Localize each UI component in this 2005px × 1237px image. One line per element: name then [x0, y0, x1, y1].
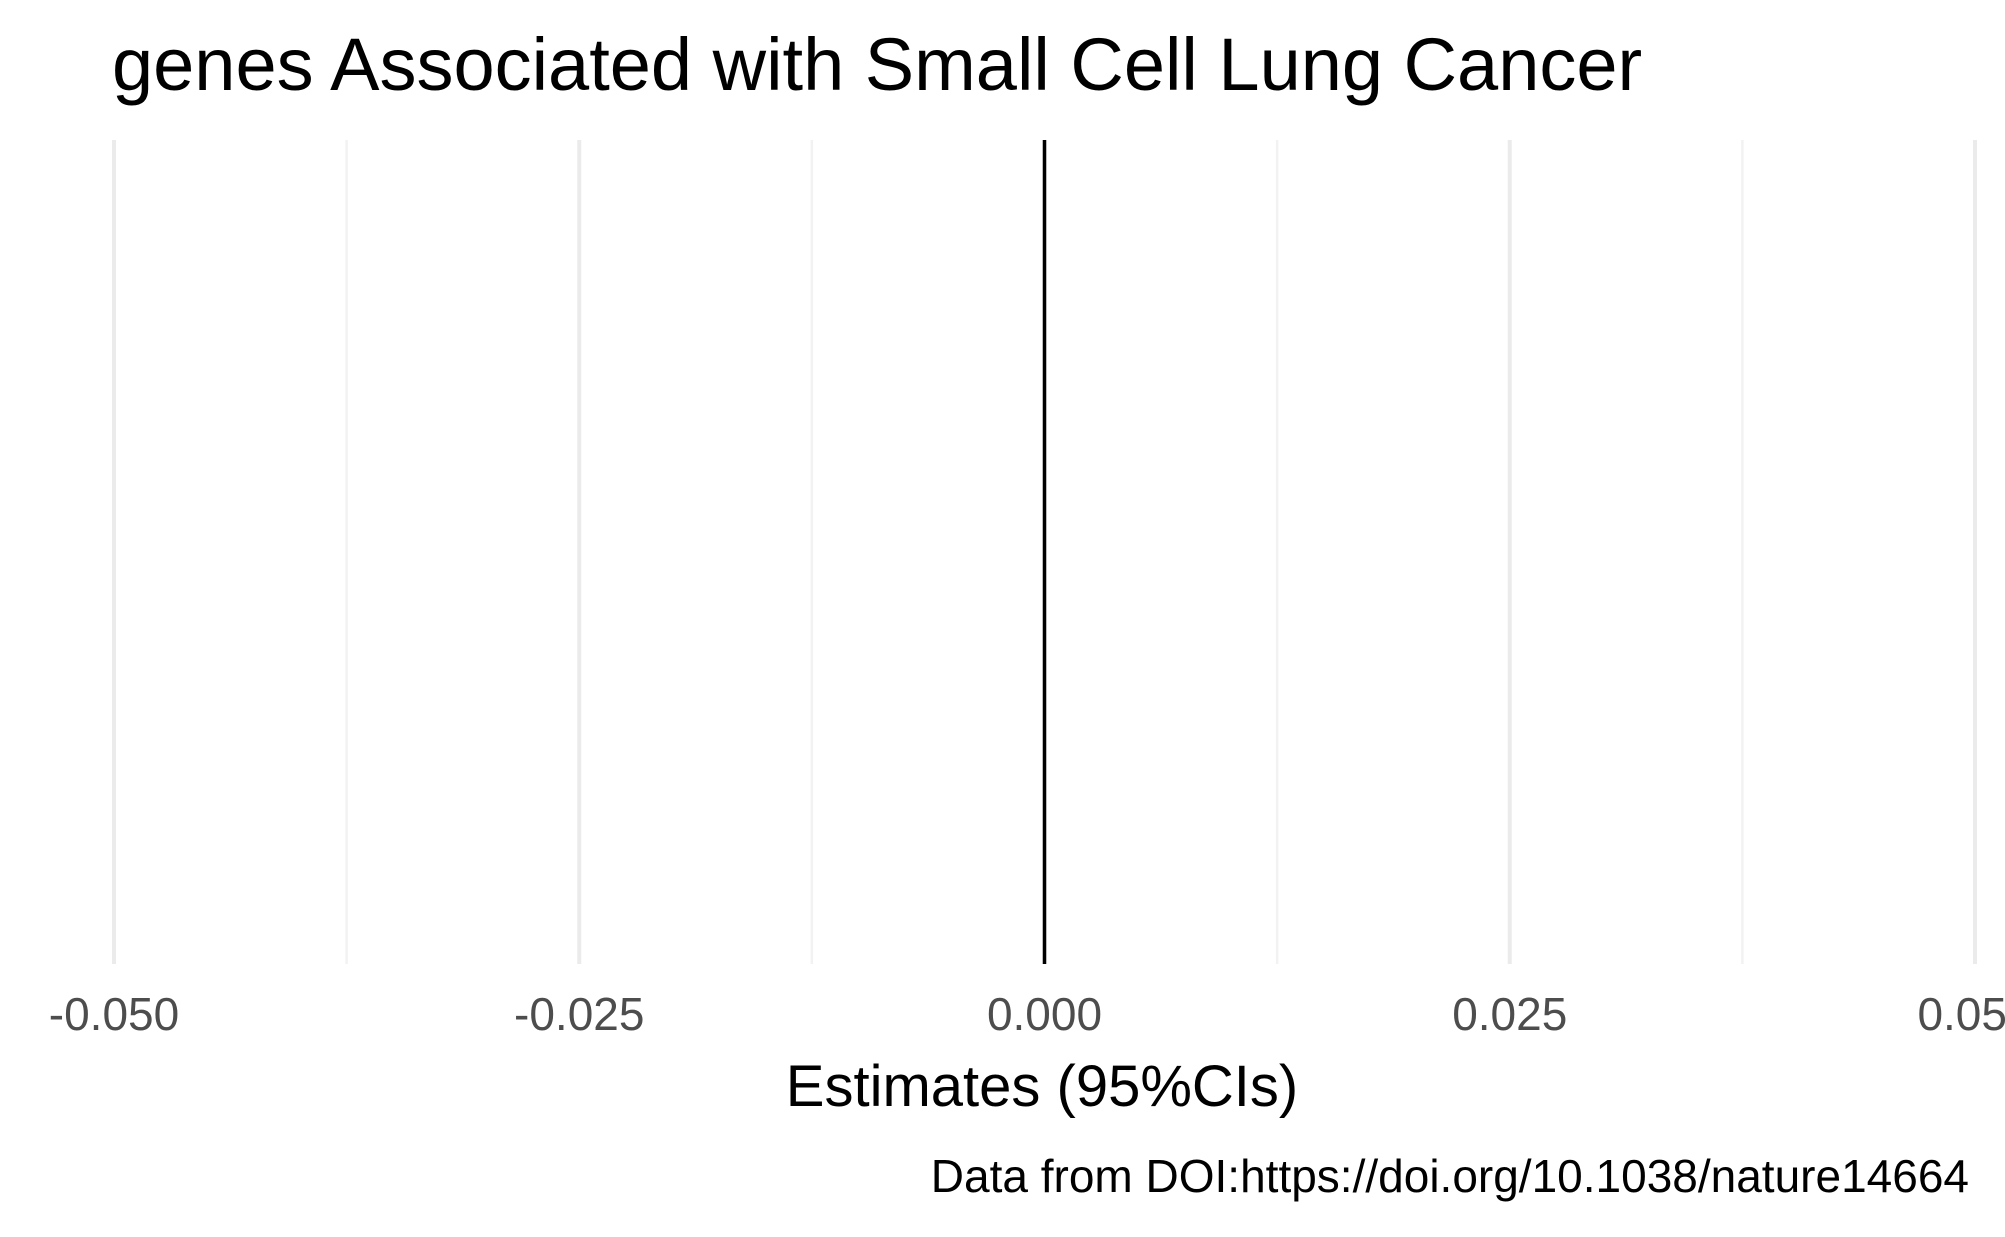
x-tick-label: 0.050	[1917, 988, 2005, 1040]
chart-title: genes Associated with Small Cell Lung Ca…	[112, 23, 1642, 106]
plot-area	[114, 140, 1975, 964]
chart-caption: Data from DOI:https://doi.org/10.1038/na…	[931, 1150, 1969, 1202]
x-tick-label: 0.025	[1452, 988, 1567, 1040]
x-tick-label: 0.000	[987, 988, 1102, 1040]
x-tick-label: -0.050	[49, 988, 179, 1040]
x-axis-tick-labels: -0.050 -0.025 0.000 0.025 0.050	[49, 988, 2005, 1040]
x-axis-label: Estimates (95%CIs)	[786, 1054, 1298, 1119]
x-tick-label: -0.025	[514, 988, 644, 1040]
